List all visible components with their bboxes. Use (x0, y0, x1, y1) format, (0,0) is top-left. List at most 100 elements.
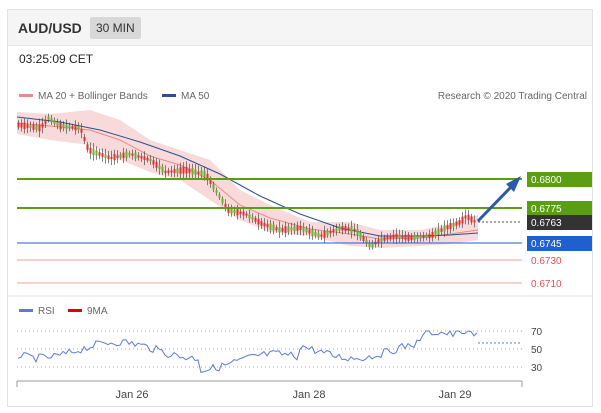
candle-132 (413, 234, 416, 241)
candle-5 (32, 124, 35, 130)
ma20-line (16, 122, 479, 240)
candle-104 (329, 230, 332, 234)
candle-53 (176, 168, 179, 174)
candle-90 (287, 226, 290, 232)
candle-28 (101, 153, 104, 158)
candle-143 (446, 225, 449, 230)
forecast-arrow-head (506, 176, 521, 192)
level-label-4: 0.6730 (531, 256, 562, 267)
candle-51 (170, 170, 173, 173)
candle-40 (137, 155, 140, 158)
rsi-line (17, 330, 478, 374)
candle-55 (182, 166, 185, 174)
credit-label: Research © 2020 Trading Central (438, 91, 587, 102)
candle-105 (332, 229, 335, 233)
candle-107 (338, 226, 341, 231)
candle-145 (452, 222, 455, 227)
candle-103 (326, 230, 329, 236)
timestamp: 03:25:09 CET (19, 52, 94, 66)
candle-131 (410, 235, 413, 240)
level-badge-1 (527, 201, 592, 216)
ma20-legend-label: MA 20 + Bollinger Bands (38, 91, 148, 102)
candle-18 (71, 125, 74, 129)
candle-1 (20, 123, 23, 128)
level-badge-2 (527, 215, 592, 230)
x-label-jan28: Jan 28 (292, 389, 325, 401)
candle-99 (314, 231, 317, 237)
level-label-2: 0.6763 (531, 218, 562, 229)
candle-136 (425, 234, 428, 239)
candle-146 (455, 221, 458, 226)
candle-8 (41, 123, 44, 128)
candle-94 (299, 226, 302, 230)
candle-39 (134, 152, 137, 159)
candle-93 (296, 225, 299, 231)
candle-88 (281, 227, 284, 232)
candle-102 (323, 230, 326, 238)
candle-12 (53, 120, 56, 124)
candle-128 (401, 235, 404, 239)
candle-23 (86, 144, 89, 151)
candle-85 (272, 224, 275, 231)
candle-13 (56, 122, 59, 126)
candle-122 (383, 237, 386, 241)
candle-0 (17, 122, 20, 128)
x-label-jan26: Jan 26 (115, 389, 148, 401)
candle-111 (350, 226, 353, 233)
candle-19 (74, 124, 77, 131)
candle-96 (305, 228, 308, 233)
candle-147 (458, 220, 461, 225)
candle-149 (464, 215, 467, 219)
candle-29 (104, 154, 107, 158)
chart-header: AUD/USD 30 MIN (8, 10, 592, 46)
level-label-0: 0.6800 (531, 175, 562, 186)
candle-73 (236, 208, 239, 216)
candle-89 (284, 226, 287, 233)
candle-15 (62, 124, 65, 129)
candle-66 (215, 190, 218, 193)
candle-91 (290, 227, 293, 231)
candle-81 (260, 221, 263, 226)
candle-139 (434, 230, 437, 237)
candle-33 (116, 155, 119, 158)
candle-38 (131, 153, 134, 156)
candle-150 (467, 214, 470, 221)
candle-21 (80, 128, 83, 133)
ma50-legend-label: MA 50 (181, 91, 210, 102)
candle-113 (356, 229, 359, 236)
candle-45 (152, 160, 155, 165)
candle-83 (266, 224, 269, 228)
forecast-arrow-shaft (476, 184, 514, 223)
candle-32 (113, 154, 116, 161)
candle-47 (158, 165, 161, 170)
candle-3 (26, 124, 29, 128)
candle-97 (308, 229, 311, 234)
candle-4 (29, 125, 32, 128)
level-label-3: 0.6745 (531, 239, 562, 250)
candle-24 (89, 147, 92, 154)
candle-41 (140, 156, 143, 159)
candle-70 (227, 207, 230, 213)
candle-27 (98, 152, 101, 156)
candle-87 (278, 227, 281, 233)
candle-20 (77, 125, 80, 130)
candle-142 (443, 225, 446, 232)
candle-124 (389, 235, 392, 240)
candle-100 (317, 233, 320, 238)
level-label-5: 0.6710 (531, 279, 562, 290)
candle-52 (173, 169, 176, 174)
level-badge-0 (527, 172, 592, 187)
candle-35 (122, 152, 125, 159)
candle-134 (419, 235, 422, 239)
timeframe-button[interactable]: 30 MIN (90, 17, 141, 39)
rsi-legend-label: RSI (38, 306, 55, 317)
candle-127 (398, 234, 401, 239)
candle-138 (431, 231, 434, 238)
candle-43 (146, 157, 149, 161)
candle-101 (320, 234, 323, 237)
candle-112 (353, 228, 356, 231)
candle-6 (35, 125, 38, 130)
candle-72 (233, 209, 236, 213)
candle-126 (395, 233, 398, 239)
candle-61 (200, 170, 203, 176)
